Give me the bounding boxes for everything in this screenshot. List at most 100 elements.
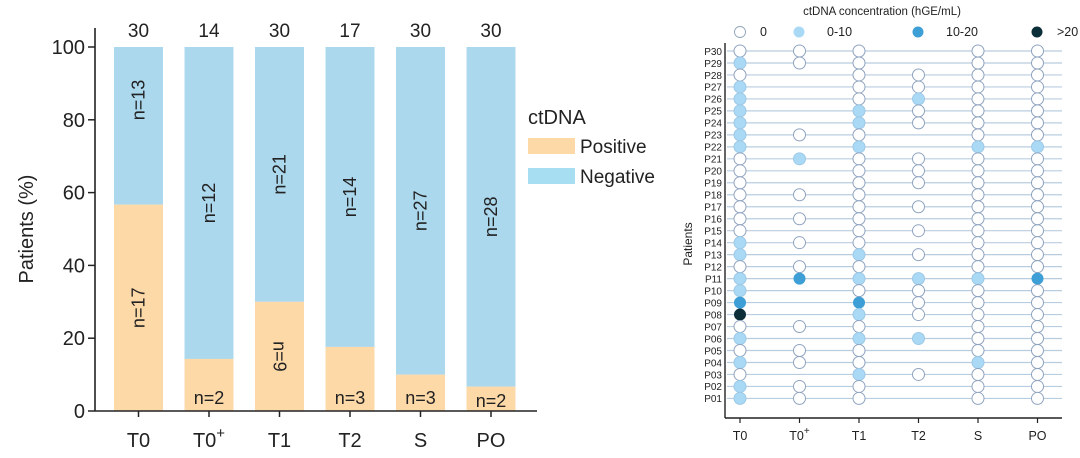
legend-label-0: 0 — [760, 25, 767, 39]
legend-label-1: 0-10 — [827, 25, 852, 39]
patient-label: P16 — [704, 215, 722, 226]
y-tick-label: 40 — [63, 255, 85, 277]
dot-P14-5 — [1031, 236, 1044, 250]
patient-label: P29 — [704, 59, 722, 70]
dot-P26-0 — [733, 92, 747, 106]
dot-P20-3 — [912, 164, 925, 178]
dot-P10-0 — [733, 284, 747, 298]
dot-P21-4 — [971, 152, 985, 166]
dot-P14-2 — [852, 236, 866, 250]
dot-P13-0 — [733, 248, 747, 262]
patient-label: P08 — [704, 310, 722, 321]
dot-P02-2 — [852, 379, 866, 393]
dot-P28-4 — [971, 68, 985, 82]
dot-P06-5 — [1031, 332, 1044, 346]
bar-total-label: 30 — [128, 21, 149, 42]
dot-P01-1 — [793, 391, 806, 405]
dot-P28-5 — [1031, 68, 1044, 82]
legend-label-2: 10-20 — [946, 25, 978, 39]
x-tick-label: T2 — [338, 430, 361, 452]
y-tick-label: 0 — [74, 401, 85, 423]
legend-label-positive: Positive — [580, 137, 647, 158]
bar-positive-label: n=2 — [194, 388, 225, 408]
dot-P05-5 — [1031, 344, 1044, 357]
dot-P10-4 — [971, 284, 985, 298]
patient-label: P04 — [704, 358, 722, 369]
dot-P04-5 — [1031, 355, 1044, 369]
bar-negative — [466, 47, 516, 387]
patient-label: P15 — [704, 227, 722, 238]
legend-title: ctDNA concentration (hGE/mL) — [803, 6, 961, 18]
dot-P24-4 — [971, 116, 985, 130]
bar-positive — [325, 346, 375, 411]
dot-P18-1 — [793, 188, 806, 202]
dot-P11-3 — [912, 272, 925, 286]
dot-P22-0 — [733, 140, 747, 154]
patient-label: P06 — [704, 334, 722, 345]
dot-P14-0 — [733, 236, 747, 250]
bar-positive-label: n=17 — [129, 288, 149, 329]
dot-P11-2 — [852, 272, 866, 286]
x-tick-label: T0+ — [193, 425, 225, 452]
dot-P20-5 — [1031, 164, 1044, 178]
x-tick-label: PO — [1028, 429, 1046, 443]
dot-P21-0 — [733, 152, 747, 166]
dot-P26-3 — [912, 92, 925, 106]
dot-P12-1 — [793, 260, 806, 274]
dot-P18-5 — [1031, 188, 1044, 202]
dot-P23-0 — [733, 128, 747, 142]
dot-P07-4 — [971, 320, 985, 334]
dot-P14-1 — [793, 236, 806, 250]
bar-positive-label: n=2 — [476, 391, 507, 411]
dot-P21-5 — [1031, 152, 1044, 166]
dot-P07-5 — [1031, 320, 1044, 334]
dot-P07-2 — [852, 320, 866, 334]
dot-P30-4 — [971, 44, 985, 58]
dot-P04-2 — [852, 355, 866, 369]
dot-P13-2 — [852, 248, 866, 262]
dot-P15-0 — [733, 224, 747, 238]
legend-label-3: >20 — [1057, 25, 1078, 39]
patient-label: P02 — [704, 382, 722, 393]
x-tick-superscript: + — [216, 425, 225, 442]
dot-P27-3 — [912, 80, 925, 94]
dot-P10-3 — [912, 284, 925, 298]
patient-label: P18 — [704, 191, 722, 202]
patient-label: P12 — [704, 262, 722, 273]
bar-total-label: 30 — [269, 21, 290, 42]
y-tick-label: 100 — [52, 37, 85, 59]
bar-positive-label: n=3 — [405, 388, 436, 408]
dot-P13-4 — [971, 248, 985, 262]
patient-label: P30 — [704, 47, 722, 58]
dot-P30-2 — [852, 44, 866, 58]
dot-P13-3 — [912, 248, 925, 262]
dot-P24-3 — [912, 116, 925, 130]
dot-P28-3 — [912, 68, 925, 82]
patient-label: P09 — [704, 298, 722, 309]
dot-P01-4 — [971, 391, 985, 405]
legend-marker-1 — [793, 26, 805, 38]
dot-P27-2 — [852, 80, 866, 94]
dot-P11-1 — [793, 272, 806, 285]
x-tick-label: T1 — [852, 429, 867, 443]
dot-P29-4 — [971, 56, 985, 70]
bar-negative — [114, 47, 163, 205]
dot-P26-4 — [971, 92, 985, 106]
dot-P16-0 — [733, 212, 747, 226]
dot-P16-2 — [852, 212, 866, 226]
dot-P23-4 — [971, 128, 985, 142]
dot-P19-0 — [733, 176, 747, 190]
bar-total-label: 17 — [339, 21, 360, 42]
bar-negative-label: n=21 — [270, 154, 290, 195]
dot-P02-5 — [1031, 379, 1044, 393]
patient-label: P26 — [704, 95, 722, 106]
dot-P09-5 — [1031, 296, 1044, 310]
dot-P14-4 — [971, 236, 985, 250]
dot-P27-5 — [1031, 80, 1044, 94]
dot-P03-3 — [912, 367, 925, 381]
dot-P17-0 — [733, 200, 747, 214]
dot-P21-2 — [852, 152, 866, 166]
dot-P21-3 — [912, 152, 925, 166]
dot-P09-3 — [912, 296, 925, 310]
patient-label: P07 — [704, 322, 722, 333]
